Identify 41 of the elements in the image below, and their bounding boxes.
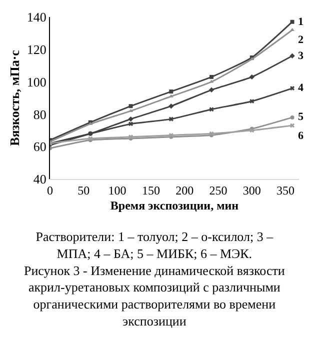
point — [208, 87, 214, 92]
x-axis-title: Время экспозиции, мин — [110, 198, 239, 212]
point — [290, 123, 295, 128]
x-tick-label: 0 — [47, 183, 53, 198]
y-tick-label: 60 — [33, 139, 46, 154]
x-tick-label: 350 — [276, 183, 295, 198]
x-tick-label: 250 — [209, 183, 228, 198]
series-label: 4 — [298, 82, 304, 94]
y-tick-label: 140 — [26, 10, 46, 25]
point — [128, 116, 134, 122]
point — [168, 116, 174, 122]
point — [209, 107, 214, 112]
series-label: 6 — [298, 130, 304, 142]
y-tick-label: 40 — [33, 172, 46, 187]
point — [210, 74, 214, 79]
point — [250, 98, 254, 104]
point — [249, 74, 254, 80]
point — [290, 53, 295, 58]
y-tick-label: 80 — [33, 106, 46, 122]
text: Растворители: 1 – толуол; 2 – о-ксилол; 3 – МПА; 4 – БА; 5 – МИБК; 6 – МЭК. — [36, 229, 274, 261]
point — [168, 104, 174, 109]
y-tick-label: 100 — [26, 74, 46, 90]
x-tick-label: 50 — [78, 183, 90, 198]
series-label: 3 — [298, 50, 304, 62]
text: Рисунок 3 - Изменение динамической вязкости акрил-уретановых композиций с различными органическими растворителями во времени экспозиции — [24, 262, 285, 328]
x-tick-label: 200 — [176, 183, 194, 198]
series-label: 1 — [298, 16, 304, 28]
point — [169, 90, 174, 94]
y-tick-label: 120 — [26, 42, 46, 57]
point — [290, 115, 294, 120]
series-label: 2 — [298, 34, 304, 46]
point — [290, 20, 294, 24]
point — [290, 86, 295, 91]
point — [128, 122, 134, 126]
y-axis-title: Вязкость, мПа·с — [6, 50, 22, 146]
x-tick-label: 300 — [242, 183, 261, 198]
x-tick-label: 100 — [108, 183, 126, 198]
series-label: 5 — [298, 111, 304, 123]
point — [128, 104, 133, 108]
x-tick-label: 150 — [142, 183, 160, 198]
point — [209, 80, 214, 83]
